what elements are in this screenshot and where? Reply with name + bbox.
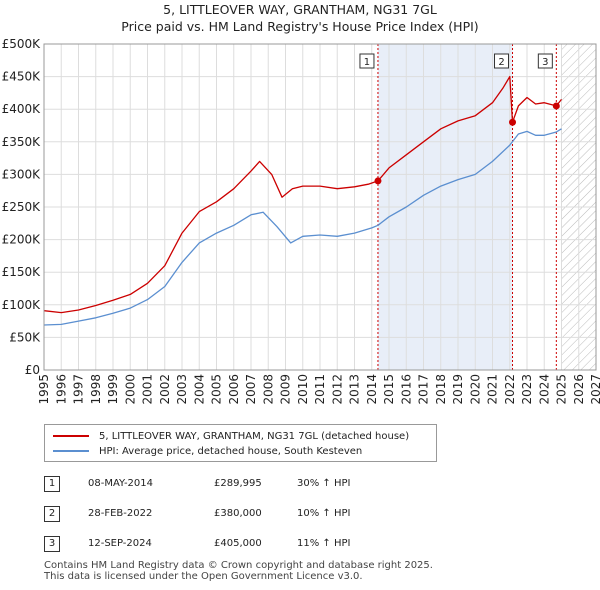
x-tick-label: 1996 [54,374,68,405]
transaction-marker-badge: 3 [44,536,60,552]
x-tick-label: 2011 [313,374,327,405]
x-tick-label: 1998 [89,374,103,405]
transaction-marker-badge: 1 [44,476,60,492]
x-tick-label: 2020 [468,374,482,405]
legend-item-hpi: HPI: Average price, detached house, Sout… [53,444,362,458]
x-tick-label: 1997 [72,374,86,405]
x-tick-label: 2025 [555,374,569,405]
y-tick-label: £250K [2,200,42,214]
sale-badge-label: 1 [364,57,370,68]
sale-badge-box [537,53,553,69]
x-tick-label: 2003 [175,374,189,405]
sale-point [509,118,517,126]
x-tick-label: 2007 [244,374,258,405]
sale-badge-box [494,53,510,69]
series-line-hpi [43,128,562,326]
x-tick-label: 2000 [123,374,137,405]
x-tick-label: 2018 [434,374,448,405]
transaction-date: 28-FEB-2022 [88,508,153,519]
transaction-hpi-change: 30% ↑ HPI [297,478,351,489]
y-tick-label: £400K [2,102,42,116]
chart-title-address: 5, LITTLEOVER WAY, GRANTHAM, NG31 7GL [163,2,437,17]
x-tick-label: 2022 [503,374,517,405]
x-tick-label: 2008 [261,374,275,405]
x-tick-label: 2013 [348,374,362,405]
x-tick-label: 2012 [330,374,344,405]
y-tick-label: £300K [2,167,42,181]
transaction-hpi-change: 10% ↑ HPI [297,508,351,519]
legend-label-hpi: HPI: Average price, detached house, Sout… [99,445,363,457]
transaction-marker-badge: 2 [44,506,60,522]
sale-point [552,102,560,110]
transaction-hpi-change: 11% ↑ HPI [297,538,351,549]
x-tick-label: 1999 [106,374,120,405]
sale-point [374,177,382,185]
x-tick-label: 2001 [141,374,155,405]
transaction-price: £405,000 [214,538,262,549]
x-tick-label: 2004 [192,374,206,405]
footer-copyright: Contains HM Land Registry data © Crown c… [44,560,433,582]
transaction-date: 12-SEP-2024 [88,538,152,549]
x-tick-label: 2016 [399,374,413,405]
y-tick-label: £100K [2,298,42,312]
sale-badge-label: 2 [498,57,504,68]
chart-subtitle: Price paid vs. HM Land Registry's House … [121,19,479,34]
footer-line: This data is licensed under the Open Gov… [44,571,363,582]
plot-border [43,43,597,371]
transaction-row: 2 28-FEB-2022 £380,000 10% ↑ HPI [44,506,600,524]
x-tick-label: 2006 [227,374,241,405]
footer-line: Contains HM Land Registry data © Crown c… [44,560,433,571]
x-tick-label: 2017 [417,374,431,405]
y-tick-label: £0 [25,363,40,377]
transaction-row: 3 12-SEP-2024 £405,000 11% ↑ HPI [44,536,600,554]
x-tick-label: 2021 [486,374,500,405]
y-tick-label: £200K [2,233,42,247]
x-tick-label: 2027 [589,374,600,405]
legend-label-property: 5, LITTLEOVER WAY, GRANTHAM, NG31 7GL (d… [99,430,410,442]
y-tick-label: £500K [2,37,42,51]
x-tick-label: 2024 [537,374,551,405]
y-tick-label: £50K [9,330,41,344]
x-tick-label: 2014 [365,374,379,405]
legend-swatch-hpi [53,450,89,452]
y-tick-label: £350K [2,135,42,149]
x-tick-label: 1995 [37,374,51,405]
transaction-price: £289,995 [214,478,262,489]
x-tick-label: 2023 [520,374,534,405]
x-tick-label: 2026 [572,374,586,405]
y-tick-label: £150K [2,265,42,279]
x-tick-label: 2019 [451,374,465,405]
price-chart: £0 £50K £100K £150K £200K £250K £300K £350K £400… [2,37,600,405]
transaction-price: £380,000 [214,508,262,519]
x-tick-label: 2010 [296,374,310,405]
x-tick-label: 2015 [382,374,396,405]
x-tick-label: 2002 [158,374,172,405]
legend: 5, LITTLEOVER WAY, GRANTHAM, NG31 7GL (d… [44,424,437,462]
sale-badge-box [359,53,375,69]
x-tick-label: 2009 [279,374,293,405]
sale-badge-label: 3 [542,57,548,68]
x-tick-label: 2005 [210,374,224,405]
legend-item-property: 5, LITTLEOVER WAY, GRANTHAM, NG31 7GL (d… [53,429,409,443]
y-tick-label: £450K [2,70,42,84]
series-line-property [43,75,563,314]
legend-swatch-property [53,435,89,437]
transaction-row: 1 08-MAY-2014 £289,995 30% ↑ HPI [44,476,600,494]
transaction-date: 08-MAY-2014 [88,478,154,489]
